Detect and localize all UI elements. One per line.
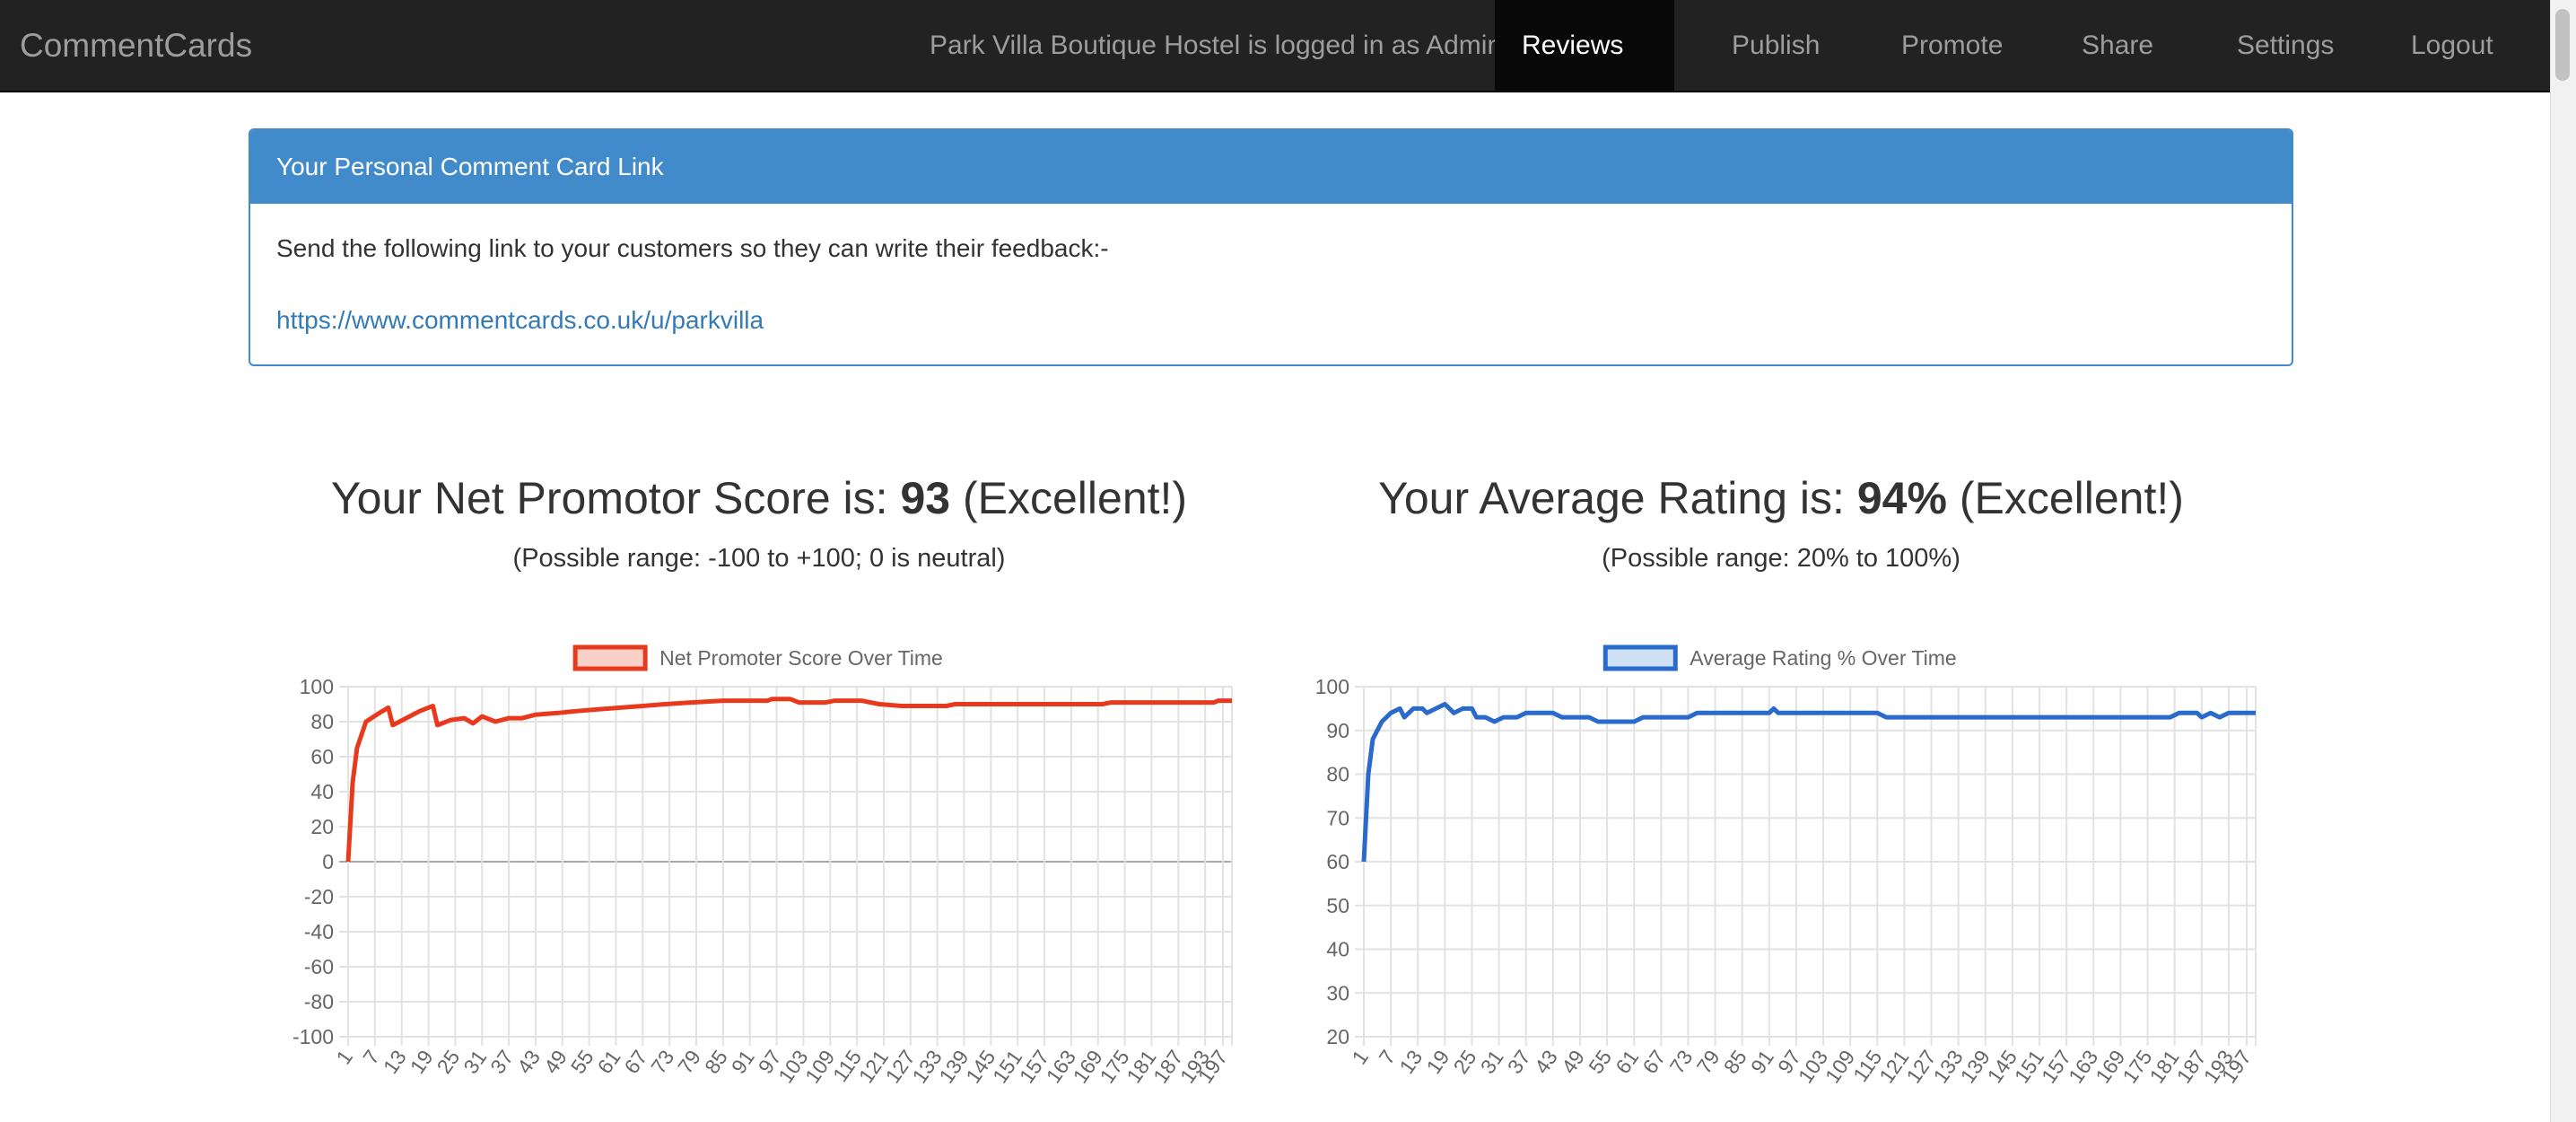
y-tick-label: 100 bbox=[300, 675, 334, 698]
x-tick-label: 25 bbox=[432, 1046, 465, 1078]
x-tick-label: 73 bbox=[1665, 1046, 1698, 1078]
legend-swatch bbox=[572, 644, 648, 671]
x-tick-label: 25 bbox=[1449, 1046, 1481, 1078]
x-tick-label: 1 bbox=[331, 1046, 357, 1068]
legend-label: Net Promoter Score Over Time bbox=[659, 646, 943, 670]
x-tick-label: 91 bbox=[1746, 1046, 1778, 1078]
y-tick-label: 80 bbox=[1326, 763, 1349, 786]
x-tick-label: 37 bbox=[485, 1046, 518, 1078]
scrollbar bbox=[2550, 0, 2576, 1122]
x-tick-label: 55 bbox=[1584, 1046, 1616, 1078]
x-tick-label: 61 bbox=[1611, 1046, 1643, 1078]
data-line bbox=[1361, 702, 2256, 863]
navbar: CommentCards Park Villa Boutique Hostel … bbox=[0, 0, 2550, 92]
title-value: 93 bbox=[900, 473, 950, 523]
x-tick-label: 49 bbox=[1557, 1046, 1589, 1078]
legend-label: Average Rating % Over Time bbox=[1690, 646, 1956, 670]
legend-swatch bbox=[1602, 644, 1678, 671]
title-note: (Excellent!) bbox=[1960, 473, 2184, 523]
nav-settings[interactable]: Settings bbox=[2237, 31, 2335, 60]
panel-text: Send the following link to your customer… bbox=[276, 234, 1109, 262]
x-tick-label: 79 bbox=[673, 1046, 705, 1078]
chart-subtitle: (Possible range: -100 to +100; 0 is neut… bbox=[513, 544, 1006, 573]
nav-promote[interactable]: Promote bbox=[1901, 31, 2004, 60]
y-tick-label: 30 bbox=[1326, 981, 1349, 1004]
x-tick-label: 37 bbox=[1503, 1046, 1535, 1078]
data-line bbox=[345, 697, 1232, 863]
y-tick-label: 80 bbox=[310, 710, 334, 733]
x-tick-label: 67 bbox=[619, 1046, 651, 1078]
active-tab-bg bbox=[1495, 0, 1674, 91]
y-tick-label: 40 bbox=[1326, 938, 1349, 961]
chart-title: Your Average Rating is: 94% (Excellent!) bbox=[1378, 473, 2184, 523]
login-status: Park Villa Boutique Hostel is logged in … bbox=[930, 31, 1503, 60]
y-tick-label: 60 bbox=[310, 745, 334, 768]
y-tick-label: 90 bbox=[1326, 719, 1349, 742]
y-tick-label: -40 bbox=[304, 920, 334, 943]
x-tick-label: 67 bbox=[1637, 1046, 1670, 1078]
link-panel: Your Personal Comment Card Link Send the… bbox=[249, 128, 2293, 366]
nav-publish[interactable]: Publish bbox=[1732, 31, 1821, 60]
chart-subtitle: (Possible range: 20% to 100%) bbox=[1602, 544, 1960, 573]
charts: Your Net Promotor Score is: 93 (Excellen… bbox=[293, 473, 2257, 1087]
chart-title: Your Net Promotor Score is: 93 (Excellen… bbox=[331, 473, 1187, 523]
x-tick-label: 19 bbox=[406, 1046, 438, 1078]
y-tick-label: 40 bbox=[310, 780, 334, 803]
panel-link[interactable]: https://www.commentcards.co.uk/u/parkvil… bbox=[276, 306, 764, 334]
y-tick-label: 20 bbox=[310, 815, 334, 838]
y-tick-label: -80 bbox=[304, 990, 334, 1013]
title-text: Your Net Promotor Score is: bbox=[331, 473, 888, 523]
brand[interactable]: CommentCards bbox=[20, 27, 253, 64]
x-tick-label: 55 bbox=[566, 1046, 598, 1078]
y-tick-label: 0 bbox=[322, 850, 334, 873]
title-text: Your Average Rating is: bbox=[1378, 473, 1845, 523]
nav-reviews[interactable]: Reviews bbox=[1522, 31, 1624, 60]
y-tick-label: -60 bbox=[304, 955, 334, 978]
x-tick-label: 31 bbox=[1476, 1046, 1508, 1078]
x-tick-label: 49 bbox=[539, 1046, 572, 1078]
x-tick-label: 1 bbox=[1347, 1046, 1373, 1068]
x-tick-label: 91 bbox=[727, 1046, 759, 1078]
x-tick-label: 43 bbox=[512, 1046, 545, 1078]
nav-share[interactable]: Share bbox=[2082, 31, 2154, 60]
title-note: (Excellent!) bbox=[963, 473, 1187, 523]
y-tick-label: 20 bbox=[1326, 1025, 1349, 1048]
y-tick-label: 70 bbox=[1326, 806, 1349, 829]
x-tick-label: 85 bbox=[1719, 1046, 1751, 1078]
y-tick-label: -20 bbox=[304, 885, 334, 908]
nav-logout[interactable]: Logout bbox=[2411, 31, 2493, 60]
x-tick-label: 31 bbox=[458, 1046, 491, 1078]
panel-heading: Your Personal Comment Card Link bbox=[250, 130, 2292, 204]
x-tick-label: 43 bbox=[1530, 1046, 1562, 1078]
y-tick-label: 50 bbox=[1326, 894, 1349, 917]
x-tick-label: 13 bbox=[379, 1046, 411, 1078]
x-tick-label: 73 bbox=[646, 1046, 678, 1078]
y-tick-label: 100 bbox=[1315, 675, 1349, 698]
y-tick-label: 60 bbox=[1326, 850, 1349, 873]
x-tick-label: 19 bbox=[1421, 1046, 1454, 1078]
y-tick-label: -100 bbox=[293, 1025, 334, 1048]
x-tick-label: 61 bbox=[593, 1046, 625, 1078]
x-tick-label: 85 bbox=[700, 1046, 732, 1078]
x-tick-label: 79 bbox=[1692, 1046, 1725, 1078]
title-value: 94% bbox=[1857, 473, 1947, 523]
x-tick-label: 13 bbox=[1394, 1046, 1427, 1078]
scroll-thumb[interactable] bbox=[2555, 9, 2570, 81]
